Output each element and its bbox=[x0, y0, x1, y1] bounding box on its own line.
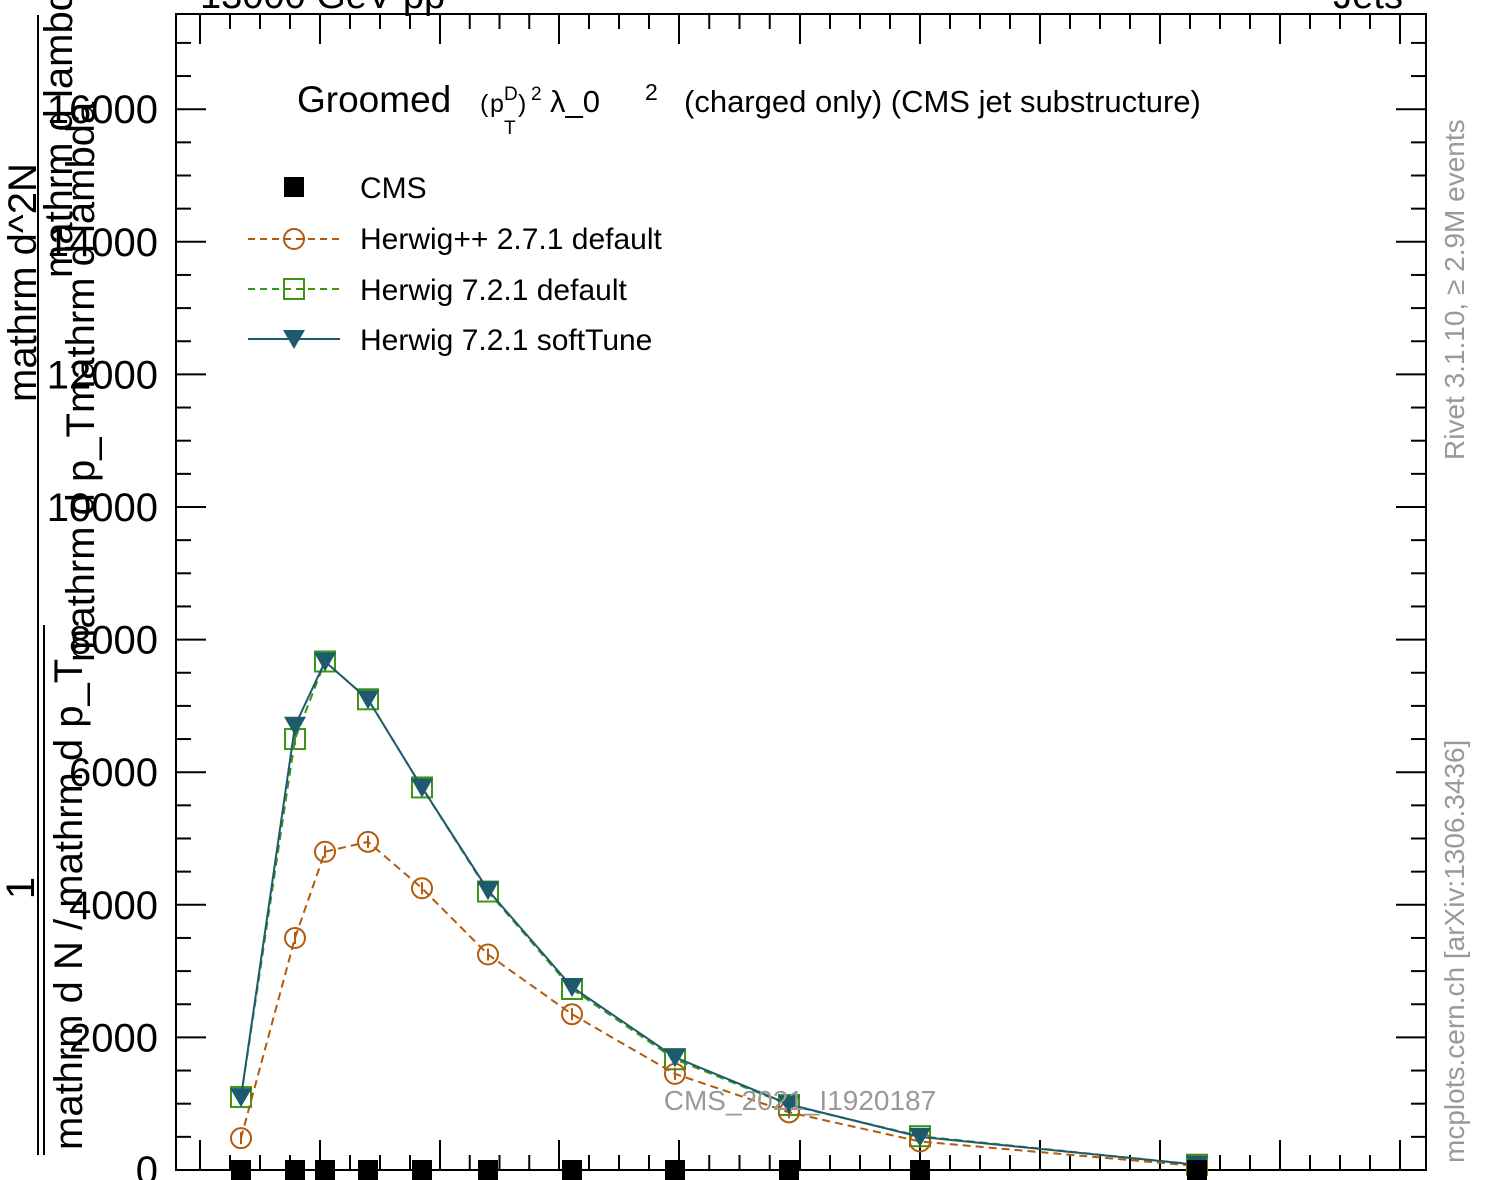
data-point bbox=[230, 1127, 252, 1150]
y-tick-label: 10000 bbox=[47, 486, 158, 530]
legend-herwigpp-label: Herwig++ 2.7.1 default bbox=[360, 223, 663, 256]
y-tick-label: 6000 bbox=[69, 751, 158, 795]
legend-herwig7-label: Herwig 7.2.1 default bbox=[360, 274, 627, 307]
ylabel-line2-top: mathrm d lambda bbox=[37, 0, 81, 278]
title-sq: 2 bbox=[531, 84, 542, 105]
series-line bbox=[240, 840, 1198, 1168]
data-point bbox=[315, 1160, 335, 1180]
data-point bbox=[909, 1127, 931, 1147]
series-herwig-7-2-1-softtune bbox=[230, 652, 1208, 1175]
data-point bbox=[1187, 1160, 1207, 1180]
y-tick-label: 0 bbox=[136, 1149, 158, 1180]
data-point bbox=[230, 1088, 252, 1108]
data-point bbox=[411, 877, 433, 900]
title-lambda-sq: 2 bbox=[645, 79, 658, 105]
data-point bbox=[561, 978, 583, 998]
data-point bbox=[910, 1160, 930, 1180]
series-cms bbox=[231, 1160, 1207, 1180]
data-point bbox=[477, 881, 499, 901]
legend-softtune-label: Herwig 7.2.1 softTune bbox=[360, 324, 652, 357]
y-tick-label: 14000 bbox=[47, 221, 158, 265]
y-tick-label: 12000 bbox=[47, 353, 158, 397]
y-tick-label: 2000 bbox=[69, 1016, 158, 1060]
data-point bbox=[412, 1160, 432, 1180]
data-point bbox=[284, 716, 306, 736]
data-point bbox=[314, 652, 336, 672]
chart-title: Groomed ( p D T ) 2 λ_0 2 (charged only)… bbox=[297, 79, 1201, 139]
series-herwig-2-7-1-default bbox=[230, 830, 1208, 1178]
legend-herwigpp-marker bbox=[283, 228, 305, 250]
data-point bbox=[314, 840, 336, 863]
y-tick-label: 16000 bbox=[47, 88, 158, 132]
series-layer bbox=[230, 650, 1208, 1180]
data-point bbox=[477, 943, 499, 966]
data-point bbox=[358, 1160, 378, 1180]
data-point bbox=[231, 1160, 251, 1180]
header-right-text: Jets bbox=[1333, 0, 1403, 17]
data-point bbox=[478, 1160, 498, 1180]
side-label-rivet: Rivet 3.1.10, ≥ 2.9M events bbox=[1439, 119, 1470, 460]
ylabel-line2-bottom: mathrm d p_Tmathrm d lambda bbox=[59, 101, 103, 662]
y-tick-labels: 0 2000 4000 6000 8000 10000 12000 14000 16000 bbox=[47, 88, 158, 1180]
title-sup-d: D bbox=[504, 84, 518, 105]
title-prefix: Groomed bbox=[297, 79, 451, 120]
y-tick-label: 4000 bbox=[69, 884, 158, 928]
data-point bbox=[562, 1160, 582, 1180]
data-point bbox=[778, 1095, 800, 1115]
legend-cms-label: CMS bbox=[360, 172, 427, 205]
data-point bbox=[357, 830, 379, 853]
legend-cms-marker bbox=[284, 177, 304, 197]
title-sub-t: T bbox=[504, 118, 516, 139]
title-suffix: (charged only) (CMS jet substructure) bbox=[684, 84, 1201, 119]
data-point bbox=[284, 926, 306, 949]
data-point bbox=[664, 1048, 686, 1068]
data-point bbox=[561, 1003, 583, 1026]
header-left-text: 13000 GeV pp bbox=[200, 0, 445, 17]
legend-herwig7-marker bbox=[283, 278, 305, 300]
legend-softtune-marker bbox=[283, 330, 305, 349]
data-point bbox=[665, 1160, 685, 1180]
data-point bbox=[357, 690, 379, 710]
ylabel-line1-top: mathrm d^2N bbox=[1, 163, 45, 402]
ylabel-fraction-one: 1 bbox=[0, 877, 43, 899]
data-point bbox=[779, 1160, 799, 1180]
title-open-paren: ( bbox=[480, 90, 489, 118]
y-axis-label: 1 mathrm d^2N mathrm d N / mathrm d p_T … bbox=[0, 0, 103, 1155]
data-point bbox=[411, 778, 433, 798]
title-lambda: λ_0 bbox=[550, 84, 600, 119]
y-tick-label: 8000 bbox=[69, 619, 158, 663]
data-point bbox=[285, 1160, 305, 1180]
ylabel-line1-bottom: mathrm d N / mathrm d p_T bbox=[47, 659, 91, 1150]
legend: CMS Herwig++ 2.7.1 default Herwig 7.2.1 … bbox=[248, 172, 663, 357]
side-label-mcplots: mcplots.cern.ch [arXiv:1306.3436] bbox=[1439, 740, 1470, 1163]
watermark: CMS_2021_I1920187 bbox=[664, 1085, 936, 1116]
title-close-paren: ) bbox=[518, 90, 526, 118]
title-p: p bbox=[490, 90, 504, 118]
